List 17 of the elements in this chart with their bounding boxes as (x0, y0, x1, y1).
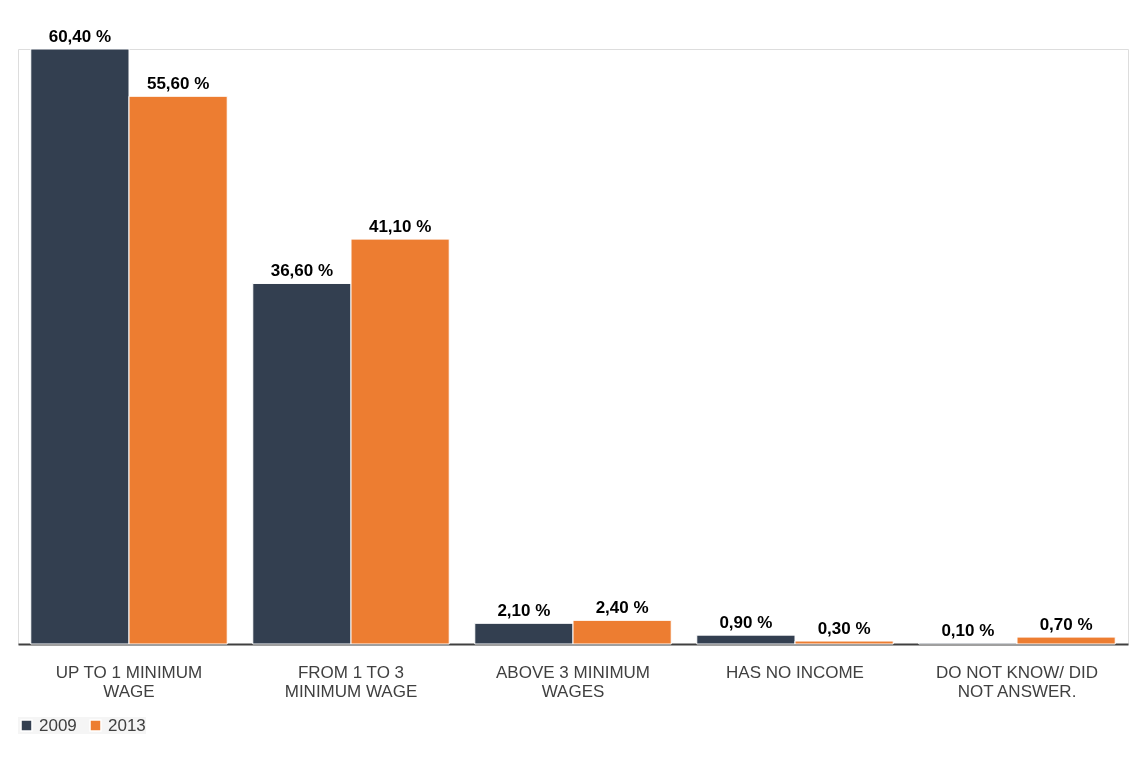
data-label: 41,10 % (368, 217, 432, 237)
x-tick-label: DO NOT KNOW/ DID NOT ANSWER. (935, 662, 1099, 701)
legend-label: 2013 (108, 715, 146, 735)
data-label: 60,40 % (48, 27, 112, 46)
x-tick-label: UP TO 1 MINIMUM WAGE (55, 662, 203, 701)
x-tick-label: HAS NO INCOME (726, 662, 864, 682)
data-label: 0,10 % (941, 621, 995, 641)
legend-label: 2009 (39, 715, 77, 735)
x-tick-label: FROM 1 TO 3 MINIMUM WAGE (284, 662, 418, 701)
data-label: 2,10 % (497, 601, 551, 621)
data-label: 0,70 % (1039, 615, 1093, 635)
data-label: 2,40 % (595, 598, 649, 618)
x-tick-label: ABOVE 3 MINIMUM WAGES (496, 662, 650, 701)
data-label: 36,60 % (270, 261, 334, 281)
data-label: 0,90 % (719, 613, 773, 633)
data-label: 0,30 % (817, 619, 871, 639)
data-label: 55,60 % (146, 74, 210, 94)
